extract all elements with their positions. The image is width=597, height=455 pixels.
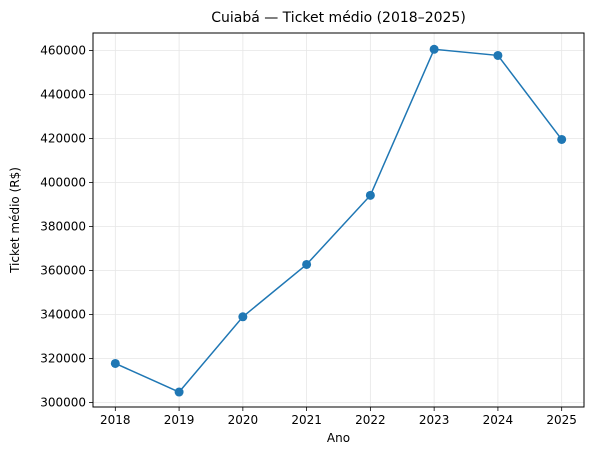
x-tick-label: 2018 bbox=[100, 413, 131, 427]
x-tick-label: 2025 bbox=[546, 413, 577, 427]
y-tick-label: 340000 bbox=[40, 308, 86, 322]
series-group bbox=[110, 44, 567, 397]
y-tick-label: 440000 bbox=[40, 88, 86, 102]
x-tick-label: 2024 bbox=[483, 413, 514, 427]
x-tick-label: 2020 bbox=[228, 413, 259, 427]
y-tick-label: 460000 bbox=[40, 44, 86, 58]
plot-frame bbox=[92, 32, 585, 408]
chart-title: Cuiabá — Ticket médio (2018–2025) bbox=[211, 10, 466, 26]
data-point bbox=[365, 190, 375, 200]
data-point bbox=[557, 134, 567, 144]
y-tick-label: 360000 bbox=[40, 264, 86, 278]
y-tick-label: 320000 bbox=[40, 352, 86, 366]
y-axis-title: Ticket médio (R$) bbox=[8, 167, 22, 274]
y-tick-label: 400000 bbox=[40, 176, 86, 190]
data-point bbox=[238, 312, 248, 322]
grid bbox=[93, 33, 584, 407]
x-tick-label: 2021 bbox=[291, 413, 322, 427]
x-axis-ticks: 2018 2019 2020 2021 2022 2023 2024 2025 bbox=[100, 407, 577, 427]
x-tick-label: 2023 bbox=[419, 413, 450, 427]
y-tick-label: 300000 bbox=[40, 396, 86, 410]
x-tick-label: 2019 bbox=[164, 413, 195, 427]
data-point bbox=[302, 259, 312, 269]
series-line bbox=[115, 48, 563, 393]
y-axis-ticks: 300000 320000 340000 360000 380000 400000 4200… bbox=[40, 44, 93, 410]
data-point bbox=[429, 44, 439, 54]
y-tick-label: 420000 bbox=[40, 132, 86, 146]
data-point bbox=[174, 387, 184, 397]
x-axis-title: Ano bbox=[327, 431, 350, 445]
x-tick-label: 2022 bbox=[355, 413, 386, 427]
data-point bbox=[110, 358, 120, 368]
y-tick-label: 380000 bbox=[40, 220, 86, 234]
data-point bbox=[493, 50, 503, 60]
